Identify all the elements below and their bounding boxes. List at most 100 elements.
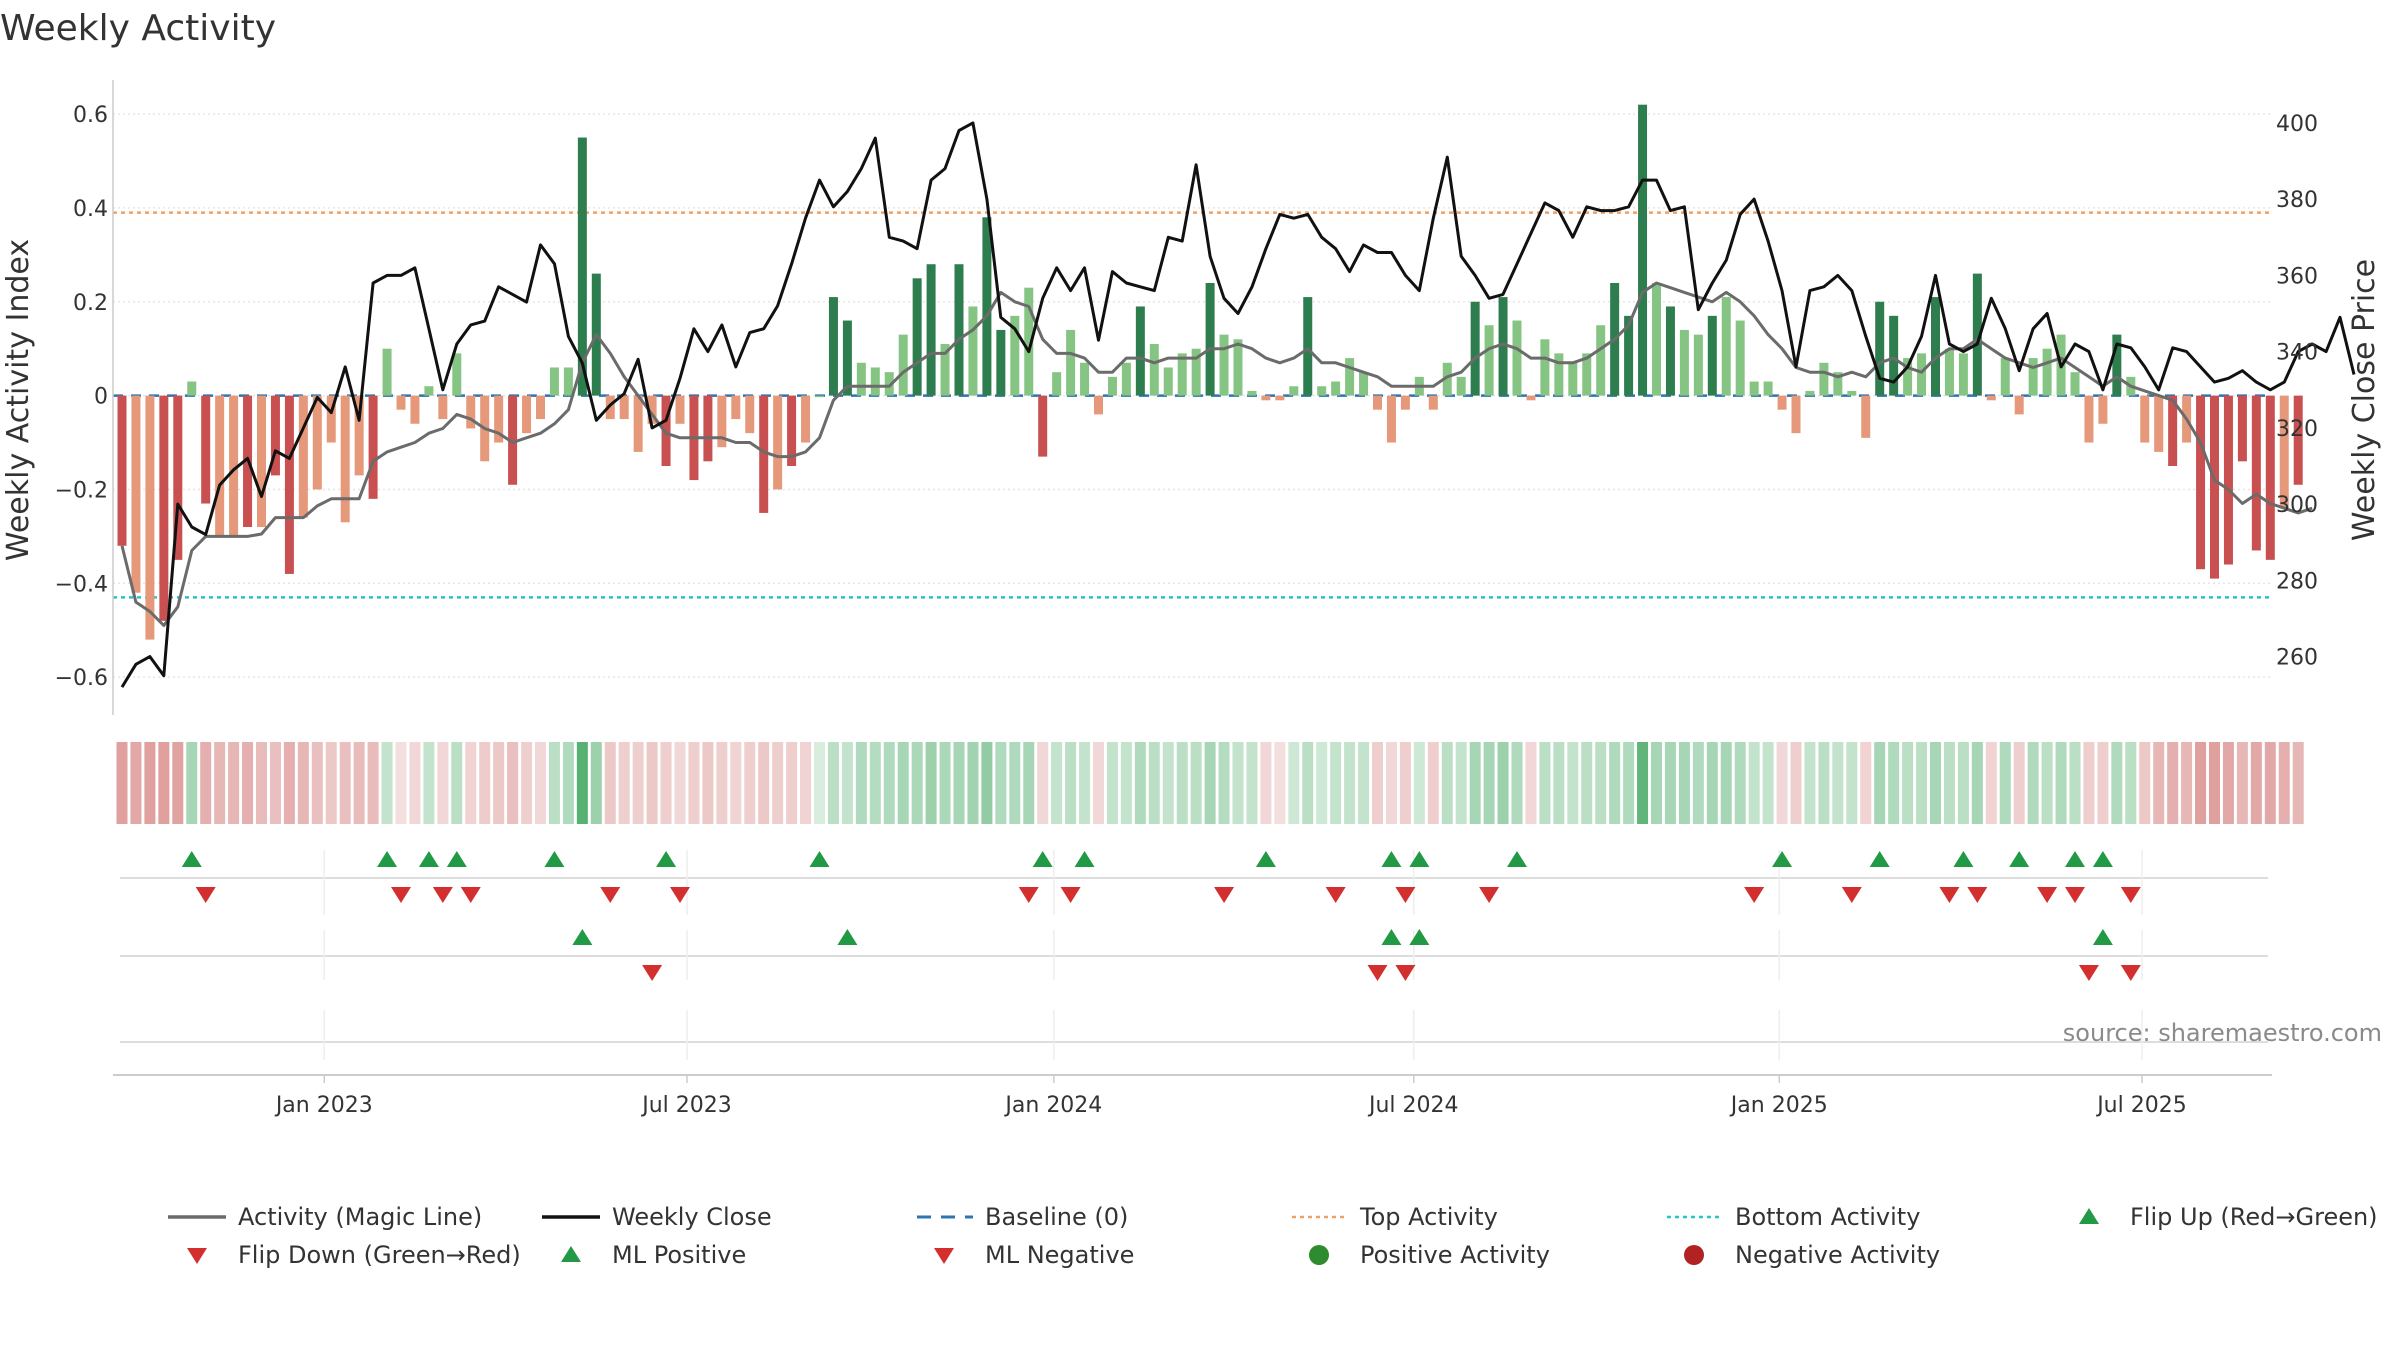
heat-cell (353, 742, 365, 824)
flip-down-marker (1395, 887, 1416, 903)
heat-cell (1943, 742, 1955, 824)
heat-cell (158, 742, 170, 824)
activity-bar (549, 367, 559, 396)
activity-bar (1958, 353, 1968, 396)
heat-cell (1385, 742, 1397, 824)
heat-cell (2041, 742, 2053, 824)
activity-bar (773, 395, 783, 490)
flip-down-marker (1479, 887, 1500, 903)
activity-bar (828, 297, 838, 396)
activity-bar (647, 395, 657, 424)
flip-down-marker (1939, 887, 1960, 903)
heat-cell (214, 742, 226, 824)
activity-bar (1135, 306, 1145, 396)
activity-bar (856, 362, 866, 396)
heat-cell (1093, 742, 1104, 824)
legend-swatch (1309, 1245, 1329, 1265)
x-axis: Jan 2023 Jul 2023 Jan 2024 Jul 2024 Jan 2025… (274, 1075, 2187, 1118)
activity-bar (633, 395, 643, 452)
activity-bar (731, 395, 741, 420)
activity-bar (201, 395, 211, 504)
heat-cell (1218, 742, 1230, 824)
ml-negative-marker (642, 965, 663, 981)
activity-bar (1763, 381, 1773, 396)
y-right-tick-label: 380 (2276, 188, 2318, 213)
legend-label: Activity (Magic Line) (238, 1203, 482, 1231)
activity-bar (870, 367, 880, 396)
heat-cell (758, 742, 770, 824)
activity-bar (522, 395, 532, 434)
heat-cell (1134, 742, 1146, 824)
activity-bar (1177, 353, 1187, 396)
heat-cell (562, 742, 574, 824)
activity-bar (2196, 395, 2206, 570)
heat-cell (576, 742, 588, 824)
activity-bar (1205, 283, 1215, 396)
heat-cell (548, 742, 560, 824)
flip-up-marker (377, 851, 398, 867)
activity-bar (2223, 395, 2233, 565)
heat-cell (1330, 742, 1342, 824)
activity-bar (1386, 395, 1396, 443)
legend-swatch (187, 1248, 207, 1264)
ml-positive-marker (1381, 929, 1402, 945)
heat-cell (1874, 742, 1886, 824)
heat-cell (1930, 742, 1941, 824)
heat-cell (995, 742, 1007, 824)
activity-bars (117, 104, 2303, 640)
heat-cell (2195, 742, 2207, 824)
heat-cell (1288, 742, 1300, 824)
heat-cell (172, 742, 184, 824)
heat-cell (618, 742, 630, 824)
gridlines (113, 113, 2272, 678)
heat-cell (1846, 742, 1858, 824)
activity-bar (968, 306, 978, 396)
activity-bar (2028, 358, 2038, 396)
activity-bar (759, 395, 769, 513)
legend-item: ML Negative (934, 1241, 1134, 1269)
activity-bar (2014, 395, 2024, 415)
flip-down-marker (1967, 887, 1988, 903)
activity-bar (1359, 372, 1369, 396)
activity-bar (1247, 390, 1257, 396)
flip-up-marker (1074, 851, 1095, 867)
activity-bar (1149, 344, 1159, 396)
chart-title: Weekly Activity (0, 8, 276, 49)
heat-cell (1678, 742, 1690, 824)
heat-cell (451, 742, 463, 824)
activity-bar (229, 395, 239, 537)
activity-bar (1652, 283, 1661, 396)
heat-cell (1399, 742, 1411, 824)
y-right-tick-label: 400 (2276, 112, 2318, 137)
legend-swatch (1684, 1245, 1704, 1265)
heat-cell (2264, 742, 2276, 824)
legend-item: Activity (Magic Line) (168, 1203, 482, 1231)
heat-cell (1344, 742, 1356, 824)
heat-cell (1888, 742, 1900, 824)
activity-bar (2000, 358, 2010, 396)
heat-cell (911, 742, 923, 824)
heat-cell (283, 742, 295, 824)
heat-cell (1079, 742, 1091, 824)
heat-cell (1120, 742, 1132, 824)
ml-positive-marker (2092, 929, 2113, 945)
heat-cell (1971, 742, 1983, 824)
heat-cell (1483, 742, 1495, 824)
heat-cell (2153, 742, 2165, 824)
heat-cell (1916, 742, 1928, 824)
activity-bar (117, 395, 127, 546)
activity-bar (1512, 320, 1522, 396)
legend-label: ML Positive (612, 1241, 746, 1269)
activity-bar (1875, 301, 1885, 396)
heat-cell (381, 742, 393, 824)
activity-bar (954, 264, 964, 396)
activity-bar (1917, 353, 1927, 396)
activity-bar (1080, 362, 1090, 396)
heat-cell (1023, 742, 1035, 824)
activity-bar (577, 137, 587, 396)
activity-bar (438, 395, 448, 420)
heat-cell (2013, 742, 2025, 824)
heat-cell (1065, 742, 1077, 824)
y-right-tick-label: 280 (2276, 569, 2318, 594)
heat-cell (1148, 742, 1160, 824)
